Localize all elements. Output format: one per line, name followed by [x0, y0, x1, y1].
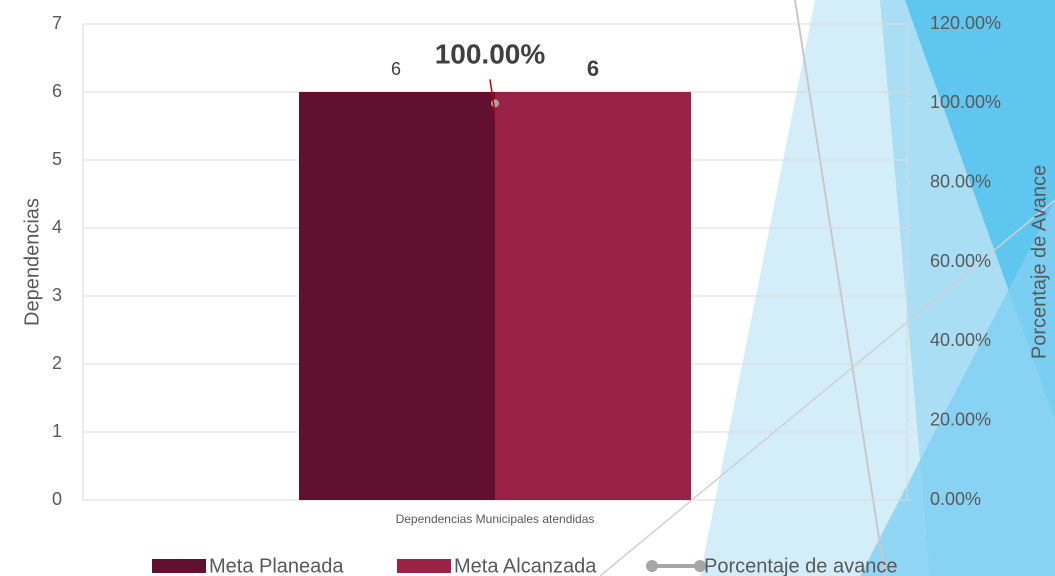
- legend-marker: [694, 560, 706, 572]
- y-axis-title: Dependencias: [21, 198, 43, 326]
- y-tick-label: 2: [52, 353, 62, 373]
- y2-tick-label: 20.00%: [930, 409, 991, 429]
- legend-swatch: [152, 559, 206, 573]
- line-point: [491, 99, 499, 108]
- bar-value-label: 6: [391, 59, 401, 79]
- y-tick-label: 4: [52, 217, 62, 237]
- y2-axis-title: Porcentaje de Avance: [1028, 165, 1050, 359]
- y2-tick-label: 60.00%: [930, 251, 991, 271]
- y2-tick-label: 80.00%: [930, 171, 991, 191]
- x-tick-label: Dependencias Municipales atendidas: [396, 512, 595, 526]
- bar-value-label: 6: [587, 56, 599, 81]
- y2-tick-label: 0.00%: [930, 489, 981, 509]
- bar: [495, 92, 691, 500]
- y2-tick-label: 120.00%: [930, 13, 1001, 33]
- y-tick-label: 6: [52, 81, 62, 101]
- legend-swatch: [397, 559, 451, 573]
- y2-tick-label: 100.00%: [930, 92, 1001, 112]
- label-leader: [489, 79, 496, 114]
- y2-tick-label: 40.00%: [930, 330, 991, 350]
- line-value-label: 100.00%: [435, 39, 546, 70]
- y-tick-label: 3: [52, 285, 62, 305]
- legend-label: Porcentaje de avance: [704, 555, 897, 576]
- y-tick-label: 0: [52, 489, 62, 509]
- bar: [299, 92, 495, 500]
- y-tick-label: 7: [52, 13, 62, 33]
- legend-label: Meta Planeada: [209, 555, 344, 576]
- legend-marker: [646, 560, 658, 572]
- legend-label: Meta Alcanzada: [454, 555, 597, 576]
- y-tick-label: 5: [52, 149, 62, 169]
- y-tick-label: 1: [52, 421, 62, 441]
